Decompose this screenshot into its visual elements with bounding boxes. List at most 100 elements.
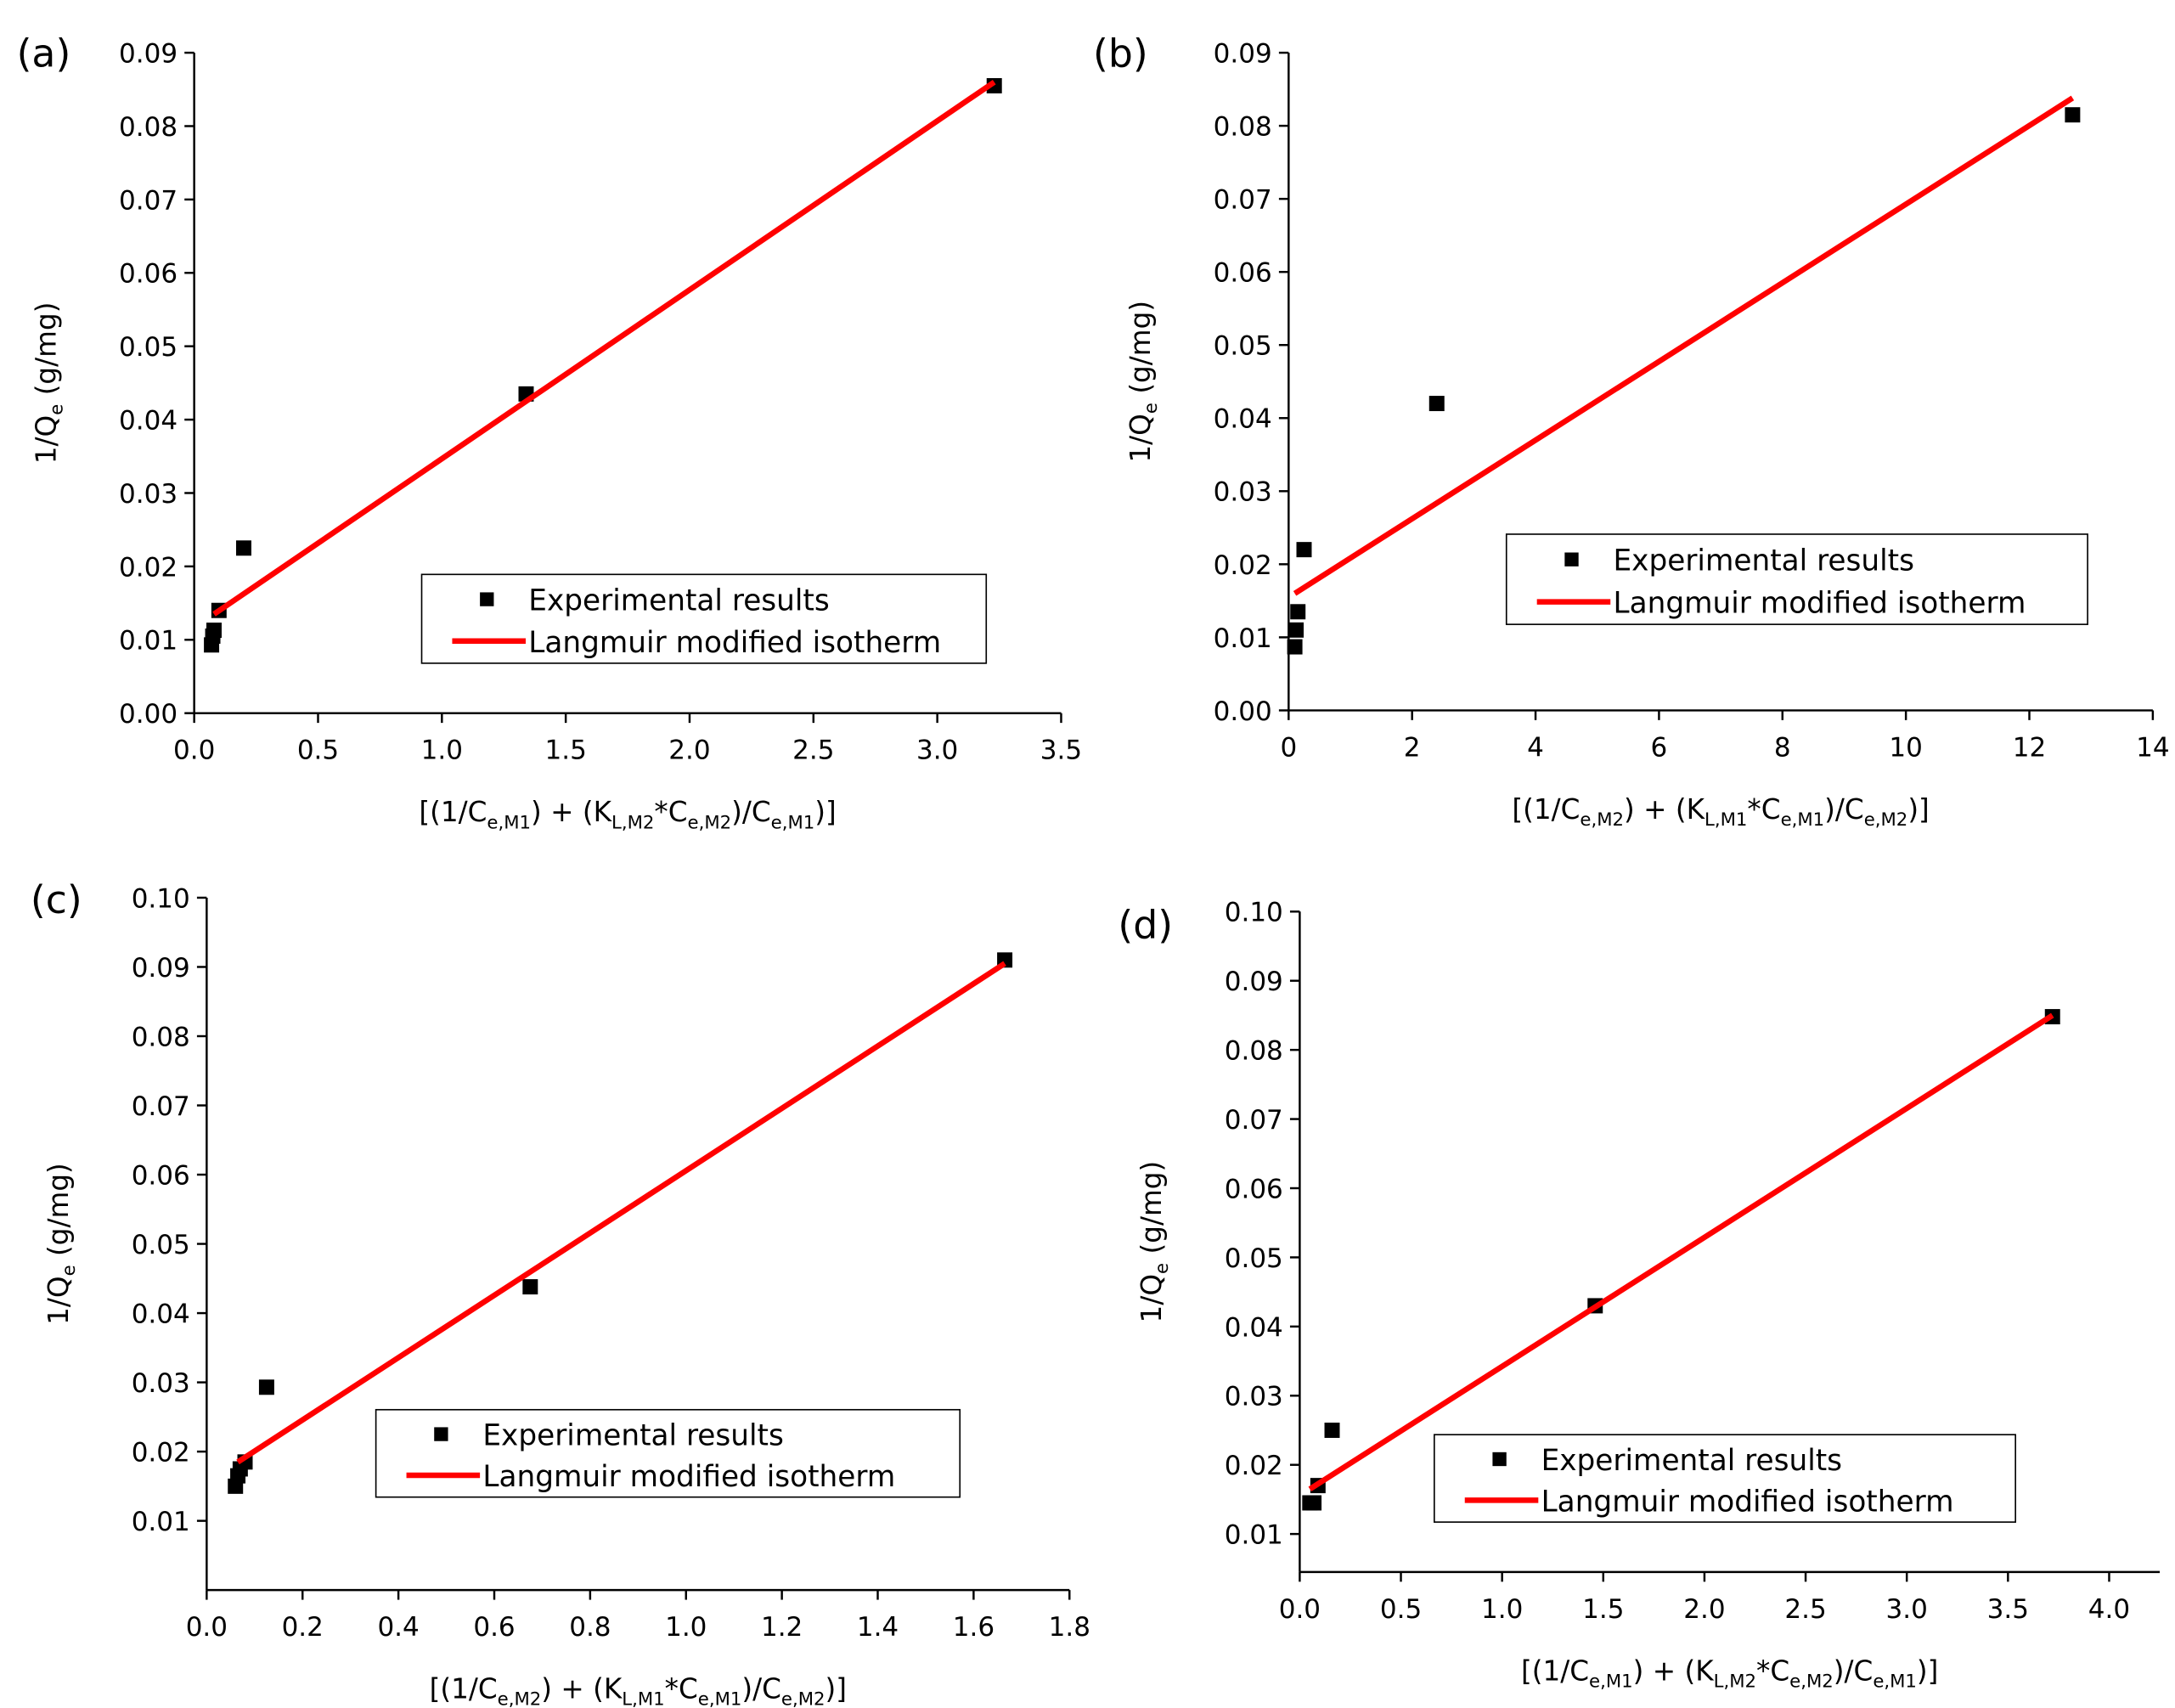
x-tick-label: 6 xyxy=(1651,732,1668,763)
y-tick-label: 0.01 xyxy=(119,626,177,657)
x-tick-label: 4 xyxy=(1527,732,1544,763)
x-tick-label: 0.6 xyxy=(473,1612,515,1643)
axis-label-part: L,M2 xyxy=(611,812,654,833)
y-tick-label: 0.01 xyxy=(1214,623,1272,654)
legend-box xyxy=(375,1408,961,1498)
axis-label-part: e xyxy=(1141,403,1162,414)
y-tick-label: 0.01 xyxy=(1225,1520,1283,1551)
x-tick-label: 2 xyxy=(1404,732,1421,763)
axis-label-part: e xyxy=(59,1265,80,1276)
legend-marker xyxy=(480,592,494,606)
axis-label-part: )/C xyxy=(1824,793,1864,826)
axis-label-part: e,M2 xyxy=(498,1689,542,1708)
y-tick-label: 0.02 xyxy=(1225,1451,1283,1481)
axis-label-part: [(1/C xyxy=(1521,1654,1589,1687)
legend-box xyxy=(420,573,988,664)
x-tick-label: 0.2 xyxy=(282,1612,324,1643)
legend-label: Langmuir modified isotherm xyxy=(1614,587,2026,621)
x-tick-label: 10 xyxy=(1889,732,1922,763)
axis-label-part: 1/Q xyxy=(42,1276,75,1324)
y-tick-label: 0.07 xyxy=(1225,1105,1283,1136)
legend-label: Experimental results xyxy=(528,584,829,618)
x-tick-label: 2.5 xyxy=(792,736,834,766)
x-tick-label: 3.0 xyxy=(1886,1594,1928,1625)
data-point xyxy=(236,540,251,556)
y-tick-label: 0.07 xyxy=(119,185,177,216)
axis-label-part: e,M1 xyxy=(1873,1671,1917,1692)
y-tick-label: 0.07 xyxy=(132,1091,190,1122)
axis-label-part: )/C xyxy=(1834,1654,1874,1687)
y-tick-label: 0.01 xyxy=(132,1507,190,1537)
data-point xyxy=(1306,1495,1322,1511)
x-tick-label: 14 xyxy=(2136,732,2169,763)
y-tick-label: 0.08 xyxy=(1214,112,1272,143)
y-tick-label: 0.09 xyxy=(132,953,190,984)
x-tick-label: 0.8 xyxy=(569,1612,611,1643)
data-point xyxy=(1290,604,1306,620)
fit-line xyxy=(1293,95,2075,596)
panel-label: (b) xyxy=(1093,31,1148,76)
legend-box xyxy=(1434,1434,2016,1523)
x-tick-label: 3.5 xyxy=(1987,1594,2029,1625)
y-tick-label: 0.05 xyxy=(132,1230,190,1260)
y-tick-label: 0.04 xyxy=(132,1299,190,1330)
y-tick-label: 0.07 xyxy=(1214,185,1272,216)
x-tick-label: 2.0 xyxy=(1683,1594,1725,1625)
data-point xyxy=(1428,396,1445,412)
y-tick-label: 0.02 xyxy=(132,1438,190,1468)
axis-label: 1/Qe (g/mg) xyxy=(30,302,67,465)
legend-box xyxy=(1505,533,2088,625)
x-tick-label: 2.0 xyxy=(668,736,710,766)
axis-label-part: e,M1 xyxy=(771,812,815,833)
x-tick-label: 1.0 xyxy=(665,1612,707,1643)
axis-label-part: 1/Q xyxy=(1135,1274,1168,1322)
axis-label: 1/Qe (g/mg) xyxy=(42,1163,80,1325)
y-tick-label: 0.04 xyxy=(1214,404,1272,435)
y-tick-label: 0.03 xyxy=(132,1368,190,1399)
y-tick-label: 0.10 xyxy=(1225,898,1283,928)
x-tick-label: 1.4 xyxy=(857,1612,899,1643)
axis-label-part: [(1/C xyxy=(1512,793,1580,826)
legend-marker xyxy=(434,1427,448,1441)
fit-line xyxy=(236,961,1006,1465)
subplot: (b) 0 2 4 6 8 10 12 14 0.00 0.01 0.02 0.03 0.04 0.05 0.… xyxy=(1093,31,2170,831)
data-point xyxy=(1288,622,1304,638)
y-tick-label: 0.00 xyxy=(1214,696,1272,727)
axis-label: [(1/Ce,M2) + (KL,M1*Ce,M1)/Ce,M2)] xyxy=(1512,793,1929,831)
x-tick-label: 1.6 xyxy=(953,1612,995,1643)
panel-label: (c) xyxy=(31,877,82,922)
data-point xyxy=(258,1379,274,1395)
axis-label-part: e,M2 xyxy=(1789,1671,1834,1692)
y-tick-label: 0.08 xyxy=(119,112,177,143)
axis-label-part: (g/mg) xyxy=(42,1163,75,1265)
axis-label: 1/Qe (g/mg) xyxy=(1124,301,1162,463)
axis-label-part: e,M2 xyxy=(1864,809,1908,831)
fit-line xyxy=(1308,1012,2054,1491)
y-tick-label: 0.03 xyxy=(1214,477,1272,508)
y-tick-label: 0.00 xyxy=(119,699,177,730)
x-tick-label: 0.0 xyxy=(186,1612,228,1643)
legend-label: Langmuir modified isotherm xyxy=(482,1460,895,1494)
x-tick-label: 4.0 xyxy=(2088,1594,2130,1625)
x-tick-label: 1.5 xyxy=(544,736,586,766)
axis-label-part: )] xyxy=(1917,1654,1938,1687)
axis-label-part: e,M1 xyxy=(1781,809,1825,831)
axis-label-part: ) + (K xyxy=(531,796,613,828)
y-tick-label: 0.06 xyxy=(1225,1174,1283,1204)
axis-label-part: [(1/C xyxy=(419,796,487,828)
subplot: (a) 0.0 0.5 1.0 1.5 2.0 2.5 3.0 3.5 0.00 0.01 0.02 0… xyxy=(17,31,1083,833)
data-point xyxy=(1324,1422,1340,1438)
axis-label-part: *C xyxy=(1756,1654,1789,1687)
axis-label-part: e xyxy=(1152,1263,1173,1274)
axis-label-part: L,M1 xyxy=(1705,809,1747,831)
x-tick-label: 0.0 xyxy=(173,736,215,766)
axis-label-part: )] xyxy=(814,796,836,828)
axis-label-part: )] xyxy=(825,1673,847,1705)
y-tick-label: 0.06 xyxy=(1214,258,1272,289)
y-tick-label: 0.08 xyxy=(1225,1036,1283,1067)
axis-label: [(1/Ce,M1) + (KL,M2*Ce,M2)/Ce,M1)] xyxy=(419,796,836,833)
y-tick-label: 0.08 xyxy=(132,1022,190,1052)
x-tick-label: 0.4 xyxy=(377,1612,419,1643)
